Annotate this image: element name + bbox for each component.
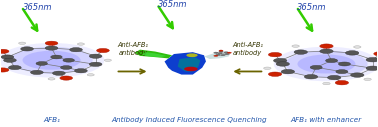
Ellipse shape <box>23 51 81 70</box>
Circle shape <box>48 78 55 80</box>
Text: AFB₁: AFB₁ <box>43 117 60 123</box>
Circle shape <box>89 62 102 66</box>
Text: AFB₁ with enhancer: AFB₁ with enhancer <box>291 117 362 123</box>
Circle shape <box>8 65 21 70</box>
Ellipse shape <box>11 47 93 74</box>
Circle shape <box>325 59 338 63</box>
Circle shape <box>366 58 378 62</box>
Text: 365nm: 365nm <box>297 3 327 12</box>
Circle shape <box>224 52 228 53</box>
Circle shape <box>74 69 87 73</box>
Circle shape <box>0 49 9 53</box>
Circle shape <box>184 67 198 71</box>
Text: Antibody Induced Fluorescence Quenching: Antibody Induced Fluorescence Quenching <box>111 116 267 123</box>
Circle shape <box>87 74 94 76</box>
Circle shape <box>70 48 82 52</box>
Circle shape <box>336 70 348 74</box>
Circle shape <box>276 62 290 66</box>
Polygon shape <box>164 52 206 75</box>
Circle shape <box>219 50 223 51</box>
Ellipse shape <box>297 54 355 74</box>
Ellipse shape <box>285 51 367 77</box>
Circle shape <box>345 51 359 55</box>
Polygon shape <box>142 52 166 57</box>
Circle shape <box>21 47 33 51</box>
Circle shape <box>45 46 58 50</box>
Circle shape <box>294 50 307 54</box>
Circle shape <box>338 62 350 66</box>
Circle shape <box>225 53 229 55</box>
Circle shape <box>214 52 218 53</box>
Circle shape <box>292 45 299 47</box>
Circle shape <box>274 58 287 63</box>
Circle shape <box>304 75 318 79</box>
Circle shape <box>320 44 333 48</box>
Circle shape <box>353 46 361 48</box>
Ellipse shape <box>0 43 104 78</box>
Circle shape <box>63 58 74 62</box>
Circle shape <box>60 66 72 69</box>
Circle shape <box>186 53 198 57</box>
Circle shape <box>364 78 371 81</box>
Circle shape <box>310 65 322 69</box>
Polygon shape <box>135 50 172 58</box>
Text: 365nm: 365nm <box>23 3 52 12</box>
Circle shape <box>77 43 84 45</box>
Circle shape <box>281 69 294 74</box>
Circle shape <box>0 68 9 72</box>
Text: Anti-AFB₁
antibody: Anti-AFB₁ antibody <box>118 42 149 56</box>
Circle shape <box>219 51 223 52</box>
Circle shape <box>104 59 112 61</box>
Circle shape <box>323 82 330 85</box>
Text: 365nm: 365nm <box>158 0 187 9</box>
Circle shape <box>1 55 14 59</box>
Circle shape <box>89 54 102 58</box>
Circle shape <box>214 55 218 57</box>
Circle shape <box>335 81 349 85</box>
Circle shape <box>268 52 282 57</box>
Ellipse shape <box>274 47 378 81</box>
Circle shape <box>218 53 222 54</box>
Circle shape <box>320 49 333 53</box>
Circle shape <box>36 62 48 65</box>
Circle shape <box>45 41 58 45</box>
Circle shape <box>3 58 16 62</box>
Circle shape <box>19 42 26 44</box>
Polygon shape <box>204 52 231 59</box>
Circle shape <box>351 73 364 77</box>
Circle shape <box>268 72 282 76</box>
Circle shape <box>97 48 109 53</box>
Circle shape <box>53 71 65 75</box>
Circle shape <box>227 52 231 53</box>
Circle shape <box>221 54 225 56</box>
Circle shape <box>216 54 220 55</box>
Circle shape <box>366 66 378 70</box>
Polygon shape <box>178 57 200 72</box>
Circle shape <box>51 55 62 59</box>
Text: Anti-AFB₁
antibody: Anti-AFB₁ antibody <box>232 42 263 56</box>
Circle shape <box>31 70 43 75</box>
Circle shape <box>327 75 341 80</box>
Circle shape <box>60 76 73 80</box>
Circle shape <box>263 67 271 69</box>
Circle shape <box>374 52 378 56</box>
